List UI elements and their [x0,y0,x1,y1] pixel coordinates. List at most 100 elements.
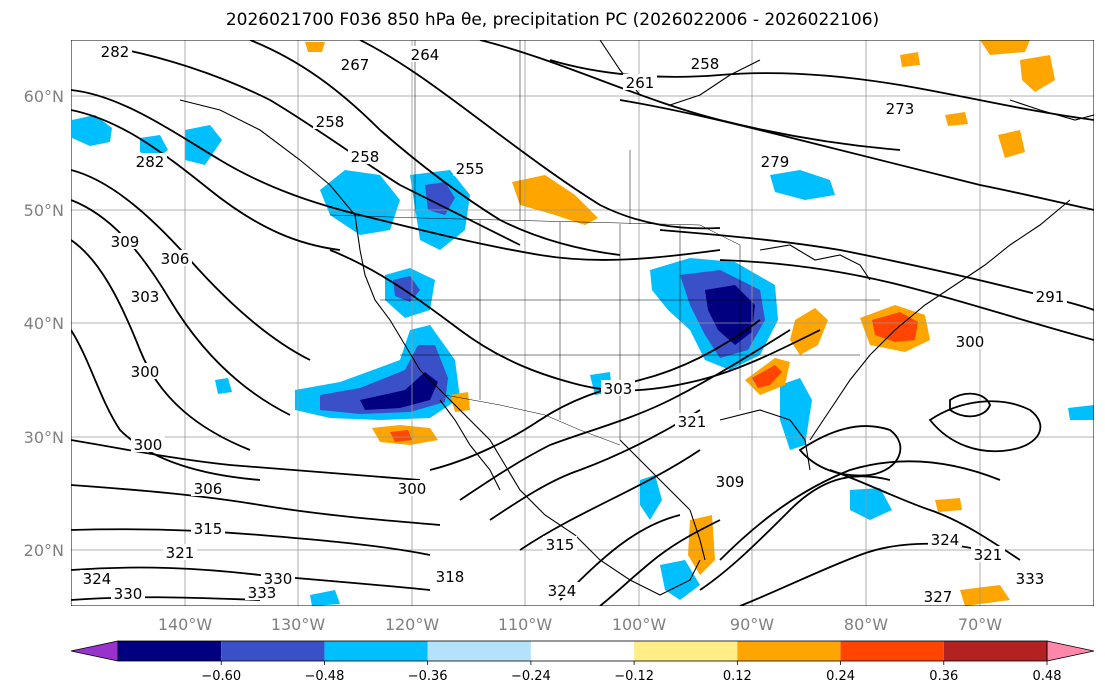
contour-label-bg [111,585,145,601]
lat-label: 30°N [24,428,64,447]
theta-e-contour [719,460,1001,561]
contour-label: 303 [604,380,633,398]
shade-red-east [872,312,918,342]
figure-title: 2026021700 F036 850 hPa θe, precipitatio… [225,10,880,30]
lon-label: 110°W [498,615,553,634]
contour-label: 333 [248,584,277,602]
colorbar-segment [737,641,841,661]
theta-e-contour [489,409,701,521]
contour-labels: 282 267 264 261 258 258 273 258 255 279 282 309 306 3… [80,43,1067,606]
contour-label-bg [758,153,792,169]
graticule [71,40,1094,606]
colorbar-segment [324,641,428,661]
colorbar-frame [117,640,1048,662]
contour-label-bg [883,100,917,116]
shade-sw-band-dark [360,372,438,410]
theta-e-contour [949,392,991,418]
contour-label: 264 [411,46,440,64]
contour-label: 306 [161,250,190,268]
colorbar-extend-low [70,640,119,662]
shade-blue-pacific-3 [185,125,222,165]
theta-e-contour [71,329,261,481]
colorbar-tick-label: −0.12 [614,669,654,684]
theta-e-contour [329,249,821,392]
contour-label: 273 [886,100,915,118]
theta-e-contour [928,400,1042,453]
border-us-mexico [444,394,621,446]
contour-label-bg [191,520,225,536]
coast-atlantic [809,199,1071,441]
contour-label: 267 [341,56,370,74]
theta-e-contour [71,239,251,451]
shade-blue-coast [320,170,400,235]
theta-e-contour [519,449,701,551]
border-us-canada [329,214,741,246]
contour-label: 282 [101,43,130,61]
theta-e-contour [71,566,431,591]
theta-e-contour [719,259,1094,341]
contour-label-bg [543,536,577,552]
contour-label: 318 [436,568,465,586]
lon-label: 80°W [844,615,888,634]
contour-label: 321 [166,544,195,562]
latitude-labels: 60°N 50°N 40°N 30°N 20°N [24,87,64,560]
contour-label: 309 [111,233,140,251]
contour-label: 255 [456,160,485,178]
theta-e-contour [599,519,721,606]
colorbar: −0.60 −0.48 −0.36 −0.24 −0.12 0.12 0.24 0.36 0.4… [70,640,1095,684]
contour-label-bg [971,546,1005,562]
shade-orange-ne1 [900,52,920,67]
shade-orange-ohio [790,308,828,355]
contour-label: 303 [131,288,160,306]
colorbar-tick-label: −0.48 [305,669,345,684]
contour-label-bg [158,250,192,266]
contour-label: 324 [548,582,577,600]
coast-baja [439,399,501,491]
contour-label-bg [108,233,142,249]
border-states-1 [479,220,741,440]
shade-orange-ne2 [1020,55,1055,92]
colorbar-extend-high [1046,640,1095,662]
contour-label: 321 [974,546,1003,564]
shade-blue-gulf [780,378,812,450]
shade-yellow-bottom [935,498,962,512]
theta-e-contour [71,596,261,601]
colorbar-segment [118,641,222,661]
contour-label-bg [953,333,987,349]
contour-label: 258 [351,148,380,166]
contour-label: 306 [194,480,223,498]
shade-orange-top [980,40,1030,55]
contour-label-bg [713,473,747,489]
theta-e-contour [71,439,421,481]
shade-blue-pacific-1 [72,115,112,146]
shade-blue-carib [850,488,892,520]
contour-label-bg [545,582,579,598]
theta-e-contour [249,40,621,256]
lat-label: 40°N [24,314,64,333]
contour-label-bg [1033,288,1067,304]
colorbar-segment [943,641,1047,661]
contour-label-bg [395,480,429,496]
colorbar-tick-label: 0.12 [723,669,752,684]
contour-label-bg [921,588,955,604]
contour-label: 309 [716,473,745,491]
colorbar-segment [634,641,738,661]
contour-label-bg [408,46,442,62]
lon-label: 130°W [271,615,326,634]
colorbar-tick-label: −0.60 [201,669,241,684]
theta-e-contour [699,475,891,591]
contour-label-bg [191,480,225,496]
contour-label: 261 [626,74,655,92]
theta-e-contour [71,528,431,556]
colorbar-tick-label: 0.48 [1033,669,1062,684]
theta-e-contour [829,469,1021,561]
contour-label: 300 [131,363,160,381]
lat-label: 60°N [24,87,64,106]
lat-label: 50°N [24,201,64,220]
contour-label-bg [601,380,635,396]
contour-label: 315 [194,520,223,538]
shade-red-baja [390,430,412,442]
contour-label: 330 [114,585,143,603]
contour-label-bg [245,584,279,600]
